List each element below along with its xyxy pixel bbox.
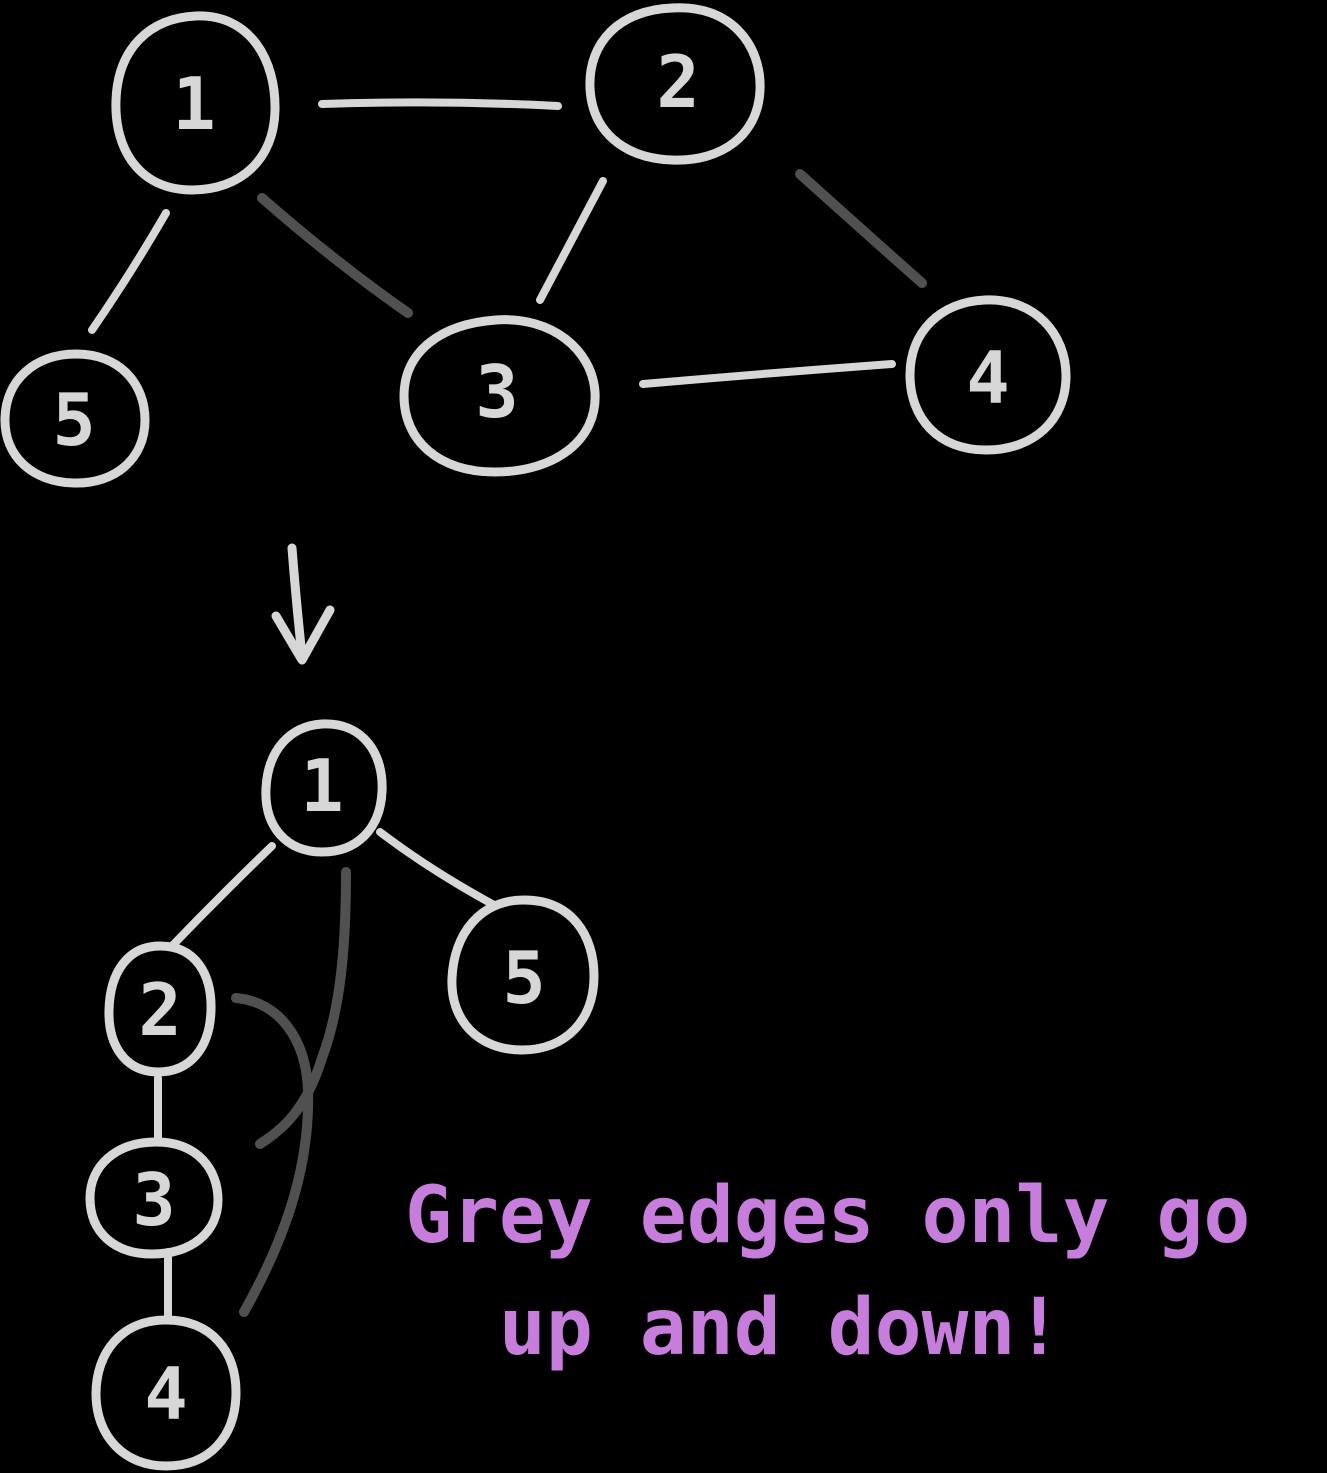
tree-node-4: 4 — [91, 1315, 241, 1471]
tree-node-1-circle — [261, 719, 387, 857]
tree-node-5-circle — [447, 895, 599, 1055]
down-arrow-shaft — [287, 543, 307, 661]
tree-node-2: 2 — [104, 941, 216, 1077]
tree-node-4-circle — [91, 1315, 241, 1471]
graph-node-4-label: 4 — [966, 336, 1009, 420]
down-arrow-head — [271, 605, 335, 665]
graph-node-4-circle — [905, 295, 1071, 455]
graph-node-2-label: 2 — [656, 40, 699, 124]
tree-node-2-label: 2 — [138, 968, 181, 1052]
tree-edge-1-5 — [376, 828, 498, 909]
tree-back-edge-4-2 — [231, 993, 314, 1317]
graph-node-2-circle — [585, 3, 765, 165]
graph-edge-2-4 — [795, 169, 927, 288]
graph-node-4: 4 — [905, 295, 1071, 455]
tree-node-3-label: 3 — [132, 1158, 175, 1242]
graph-node-1: 1 — [111, 11, 280, 195]
original-graph: 1 2 3 4 5 — [0, 3, 1071, 488]
tree-node-5-label: 5 — [502, 936, 545, 1020]
graph-node-1-circle — [111, 11, 280, 195]
graph-edge-2-3 — [536, 177, 607, 304]
tree-node-4-label: 4 — [144, 1352, 187, 1436]
graph-edge-1-2 — [318, 98, 562, 110]
graph-node-2: 2 — [585, 3, 765, 165]
tree-edge-1-2 — [168, 842, 276, 950]
graph-node-3: 3 — [399, 315, 600, 477]
tree-node-1-label: 1 — [300, 744, 343, 828]
tree-node-5: 5 — [447, 895, 599, 1055]
graph-node-5: 5 — [0, 349, 150, 488]
tree-back-edge-3-1 — [255, 867, 351, 1149]
graph-edge-3-4 — [639, 360, 896, 388]
graph-node-3-label: 3 — [475, 350, 518, 434]
tree-node-1: 1 — [261, 719, 387, 857]
graph-edge-1-3 — [257, 193, 413, 318]
graph-node-5-label: 5 — [52, 378, 95, 462]
tree-node-3: 3 — [85, 1137, 223, 1259]
graph-node-3-circle — [399, 315, 600, 477]
graph-node-5-circle — [0, 349, 150, 488]
caption-text: Grey edges only go up and down! — [405, 1171, 1251, 1373]
tree-node-3-circle — [85, 1137, 223, 1259]
tree-node-2-circle — [104, 941, 216, 1077]
graph-edge-1-5 — [88, 209, 170, 334]
graph-node-1-label: 1 — [172, 62, 215, 146]
down-arrow — [271, 543, 335, 665]
dfs-tree: 1 2 3 4 5 — [85, 719, 599, 1471]
